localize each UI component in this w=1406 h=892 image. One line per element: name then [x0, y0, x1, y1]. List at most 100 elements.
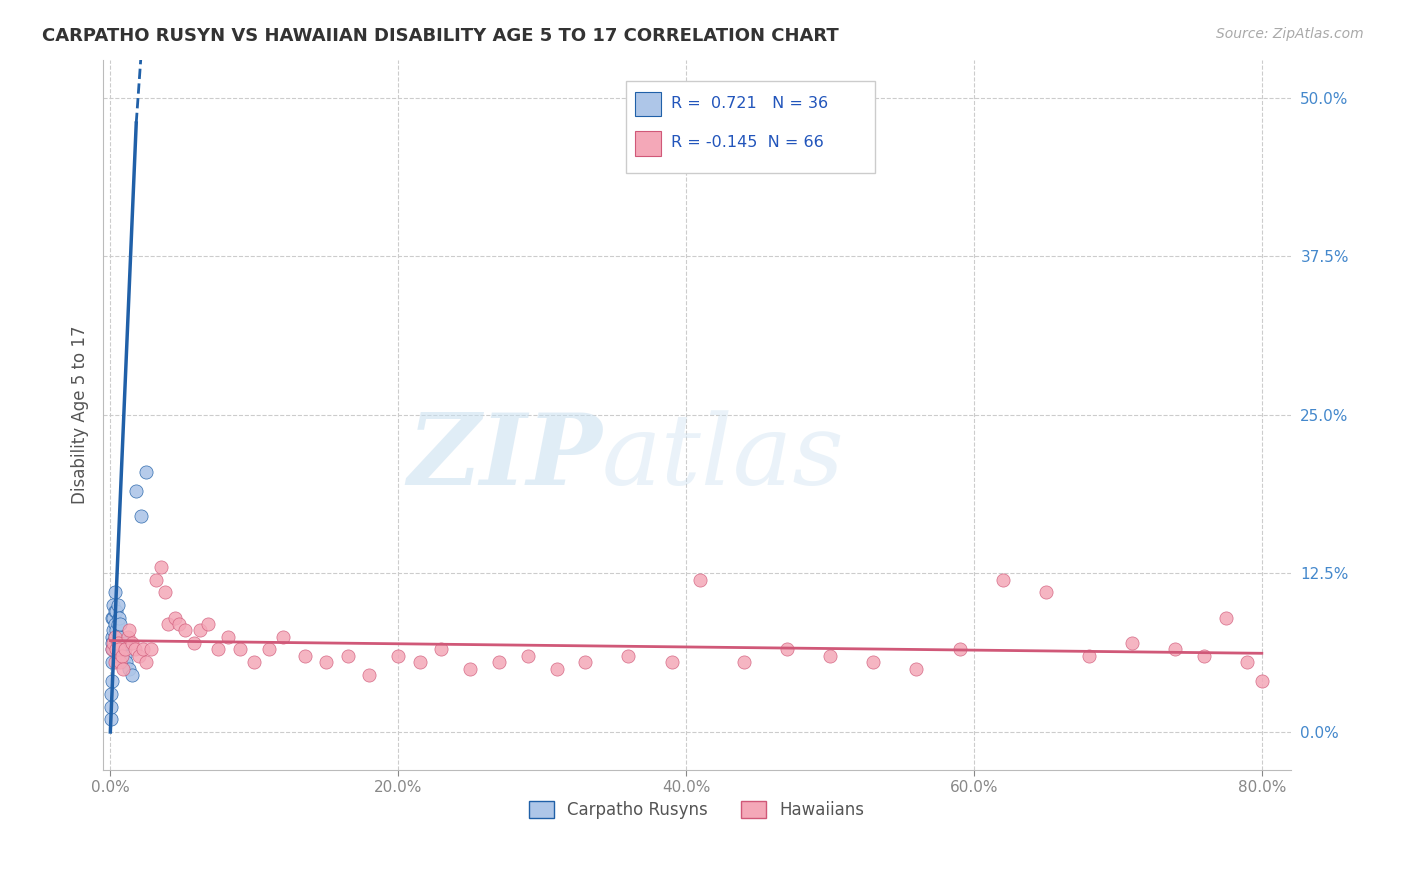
Point — [104, 655, 127, 669]
Point — [100, 642, 122, 657]
Point — [1121, 636, 1143, 650]
Point — [117, 630, 139, 644]
Point — [516, 648, 538, 663]
Point — [108, 630, 131, 644]
Point — [103, 636, 125, 650]
Point — [108, 611, 131, 625]
Point — [108, 642, 131, 657]
Point — [104, 630, 127, 644]
Point — [733, 655, 755, 669]
Text: Source: ZipAtlas.com: Source: ZipAtlas.com — [1216, 27, 1364, 41]
Point — [111, 642, 134, 657]
Point — [105, 604, 128, 618]
Point — [948, 642, 970, 657]
Point — [217, 630, 239, 644]
Point — [101, 611, 124, 625]
FancyBboxPatch shape — [636, 130, 661, 155]
Point — [124, 642, 146, 657]
Point — [115, 655, 138, 669]
Point — [139, 642, 162, 657]
Point — [110, 636, 132, 650]
Point — [128, 648, 150, 663]
Point — [110, 655, 132, 669]
Point — [111, 648, 134, 663]
Point — [336, 648, 359, 663]
Point — [1078, 648, 1101, 663]
Point — [1236, 655, 1258, 669]
Point — [104, 617, 127, 632]
Point — [100, 674, 122, 689]
Point — [617, 648, 640, 663]
Point — [156, 617, 179, 632]
Point — [114, 648, 136, 663]
Point — [100, 687, 122, 701]
Point — [991, 573, 1014, 587]
Point — [315, 655, 337, 669]
Point — [169, 617, 191, 632]
Point — [125, 483, 148, 498]
Text: R = -0.145  N = 66: R = -0.145 N = 66 — [671, 136, 824, 150]
Point — [153, 585, 176, 599]
Point — [1035, 585, 1057, 599]
Point — [103, 624, 125, 638]
Point — [257, 642, 280, 657]
Point — [129, 509, 152, 524]
Point — [488, 655, 510, 669]
Point — [114, 636, 136, 650]
Point — [105, 642, 128, 657]
Point — [100, 699, 122, 714]
Point — [132, 642, 155, 657]
Text: atlas: atlas — [602, 409, 845, 505]
Point — [110, 617, 132, 632]
Point — [135, 655, 157, 669]
Point — [135, 465, 157, 479]
Point — [818, 648, 841, 663]
Point — [121, 668, 143, 682]
Point — [409, 655, 432, 669]
Point — [387, 648, 409, 663]
Point — [103, 611, 125, 625]
Point — [661, 655, 683, 669]
Point — [107, 636, 129, 650]
Text: CARPATHO RUSYN VS HAWAIIAN DISABILITY AGE 5 TO 17 CORRELATION CHART: CARPATHO RUSYN VS HAWAIIAN DISABILITY AG… — [42, 27, 839, 45]
Point — [149, 560, 172, 574]
Point — [100, 642, 122, 657]
Point — [1250, 674, 1272, 689]
Point — [271, 630, 294, 644]
Point — [100, 655, 122, 669]
Point — [103, 598, 125, 612]
FancyBboxPatch shape — [636, 92, 661, 117]
Point — [183, 636, 205, 650]
Point — [104, 585, 127, 599]
Point — [101, 636, 124, 650]
Point — [121, 636, 143, 650]
Point — [100, 630, 122, 644]
Point — [207, 642, 229, 657]
Point — [243, 655, 266, 669]
Point — [104, 604, 127, 618]
Point — [114, 642, 136, 657]
Point — [107, 598, 129, 612]
Point — [1192, 648, 1215, 663]
Point — [229, 642, 252, 657]
Point — [107, 617, 129, 632]
Point — [112, 642, 135, 657]
Text: ZIP: ZIP — [406, 409, 602, 506]
Point — [546, 661, 568, 675]
Point — [359, 668, 381, 682]
Text: R =  0.721   N = 36: R = 0.721 N = 36 — [671, 96, 828, 112]
Point — [1215, 611, 1237, 625]
Point — [103, 642, 125, 657]
Point — [197, 617, 219, 632]
Point — [105, 624, 128, 638]
Y-axis label: Disability Age 5 to 17: Disability Age 5 to 17 — [72, 326, 89, 504]
Point — [118, 624, 141, 638]
Legend: Carpatho Rusyns, Hawaiians: Carpatho Rusyns, Hawaiians — [522, 794, 872, 826]
Point — [145, 573, 167, 587]
Point — [118, 661, 141, 675]
Point — [174, 624, 197, 638]
Point — [1164, 642, 1187, 657]
Point — [862, 655, 884, 669]
Point — [107, 636, 129, 650]
Point — [574, 655, 596, 669]
